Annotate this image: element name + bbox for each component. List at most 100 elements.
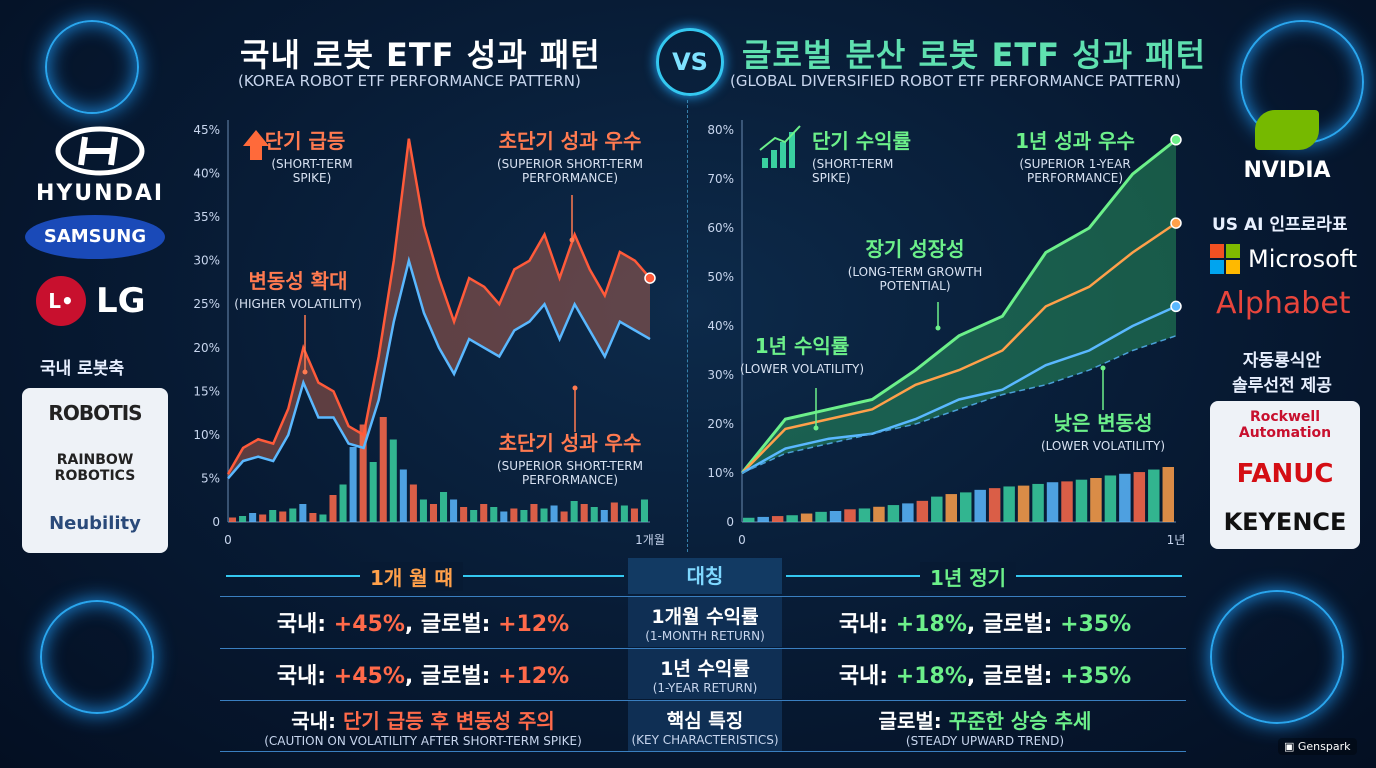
keyence-logo: KEYENCE [1223,508,1347,536]
annotation-subtitle: (LONG-TERM GROWTH POTENTIAL) [848,265,983,293]
volume-bar [873,506,885,522]
table-row: 국내: +45%, 글로벌: +12% 1개월 수익률 (1-MONTH RET… [220,596,1186,647]
center-cell: 1개월 수익률 (1-MONTH RETURN) [628,597,782,647]
growth-bars-icon [762,158,768,168]
volume-bar [299,504,307,522]
annotation-subtitle: (LOWER VOLATILITY) [740,362,864,376]
series-line [741,222,1177,474]
volume-bar [630,508,638,522]
volume-bar [369,462,377,522]
volume-bar [279,511,287,522]
rainbow-robotics-logo: RAINBOW ROBOTICS [54,452,136,484]
annotation-title: 1년 수익률 [755,334,849,358]
volume-bar [229,517,237,522]
volume-bar [902,503,914,522]
volume-bar [590,507,598,522]
y-tick-label: 20% [193,341,220,355]
series-end-point [1170,134,1182,146]
nvidia-eye-icon [1255,110,1319,150]
y-tick-label: 10% [193,428,220,442]
annotation-subtitle: (SUPERIOR SHORT-TERM PERFORMANCE) [497,157,643,185]
volume-bar [359,424,367,522]
x-tick-label: 1년 [1167,533,1186,547]
volume-bar [530,504,538,522]
volume-bar [339,484,347,522]
volume-bar [1104,475,1117,522]
volume-bar [239,516,247,522]
microsoft-logo: Microsoft [1210,244,1357,274]
y-tick-label: 10% [707,466,734,480]
nvidia-logo: NVIDIA [1232,110,1342,183]
up-arrow-icon [243,130,269,160]
x-tick-label: 1개월 [635,533,665,547]
right-logo-panel: Rockwell Automation FANUC KEYENCE [1210,401,1360,549]
volume-bar [858,508,871,522]
volume-bar [389,439,397,522]
volume-bar [399,469,407,522]
volume-bar [580,504,588,522]
volume-bar [510,508,518,522]
volume-bar [470,510,478,522]
volume-bar [249,513,257,522]
lg-logo: L• LG [36,276,146,326]
volume-bar [1046,482,1059,522]
series-end-point [1170,300,1182,313]
right-group-label: US AI 인프로라표 [1212,215,1348,235]
y-tick-label: 25% [193,297,220,311]
volume-bar [600,510,608,522]
tech-circle-bottom-left-icon [40,600,154,714]
y-tick-label: 80% [707,123,734,137]
growth-bars-icon [780,142,786,168]
left-subtitle: (KOREA ROBOT ETF PERFORMANCE PATTERN) [238,72,581,90]
y-tick-label: 0 [726,515,734,529]
volume-bar [1003,486,1015,522]
volume-bar [269,510,277,522]
y-tick-label: 15% [193,384,220,398]
volume-bar [349,447,357,522]
annotation-arrow-head [935,325,941,331]
tech-circle-top-left-icon [45,20,139,114]
y-tick-label: 35% [193,210,220,224]
volume-bar [440,492,448,522]
volume-bar [540,508,548,522]
annotation-arrow-head [813,425,819,431]
left-group-label: 국내 로봇축 [40,359,125,379]
series-band [742,139,1176,474]
annotation-title: 장기 성장성 [866,237,965,261]
annotation-arrow-head [1100,365,1106,371]
volume-bar [945,494,957,522]
genspark-icon: ▣ [1284,740,1298,753]
y-tick-label: 20% [707,417,734,431]
volume-bar [520,510,528,522]
korea-etf-chart: 0 5% 10% 15% 20% 25% 30% 35% 40% 45% 0 1개월 단기 급등 (SHO… [193,120,665,547]
right-cell: 국내: +18%, 글로벌: +35% [838,664,1132,689]
volume-bar [329,495,337,522]
annotation-title: 변동성 확대 [249,269,348,293]
growth-trend-icon [759,125,801,151]
volume-bar [319,514,327,522]
volume-bar [379,417,387,522]
volume-bar [610,502,618,522]
volume-bar [771,516,784,522]
neubility-logo: Neubility [49,512,141,534]
table-row: 국내: 단기 급등 후 변동성 주의 (CAUTION ON VOLATILIT… [220,700,1186,752]
annotation-arrow-head [569,237,575,243]
volume-bar [1061,481,1073,522]
series-line [741,305,1177,475]
volume-bar [815,511,827,522]
hyundai-emblem-icon [55,126,145,176]
hyundai-logo: HYUNDAI [30,125,170,206]
right-cell: 글로벌: 꾸준한 상승 추세 (STEADY UPWARD TREND) [878,708,1092,748]
volume-bar [450,499,458,522]
y-tick-label: 40% [193,167,220,181]
vs-badge: VS [656,28,724,96]
center-cell: 1년 수익률 (1-YEAR RETURN) [628,649,782,699]
series-end-point [1170,217,1182,229]
globe-bottom-right-icon [1210,590,1344,724]
volume-bar [1090,478,1102,522]
volume-bar [309,513,317,522]
x-tick-label: 0 [224,533,232,547]
volume-bar [786,515,798,522]
volume-bar [974,489,986,522]
volume-bar [409,484,417,522]
